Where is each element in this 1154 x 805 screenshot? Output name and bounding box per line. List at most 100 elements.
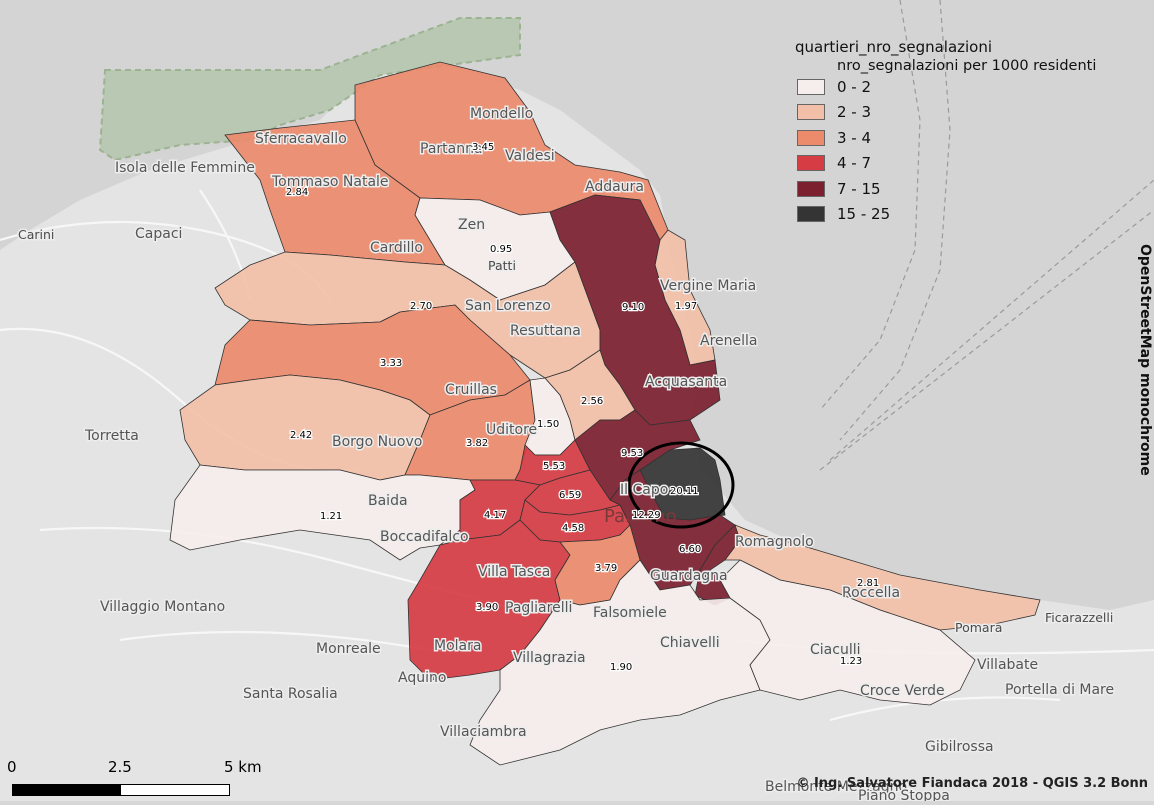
place-label: Torretta <box>84 428 139 444</box>
place-label: Valdesi <box>505 148 555 164</box>
value-label-resuttana: 2.70 <box>410 301 432 312</box>
place-label: Monreale <box>316 641 381 657</box>
scale-label: 5 km <box>224 758 262 776</box>
place-label: Pagliarelli <box>505 600 572 616</box>
place-label: Villa Tasca <box>478 564 550 580</box>
place-label: Belmonte Mezzagno <box>765 779 907 795</box>
district-ciaculli[interactable] <box>719 559 976 706</box>
place-labels: Isola delle Femmine Capaci Carini Sferra… <box>17 105 1116 805</box>
legend-swatch <box>797 129 825 146</box>
district-falsomiele[interactable] <box>469 559 771 766</box>
highlight-circle <box>627 441 735 529</box>
place-label: Baida <box>368 493 408 509</box>
legend-swatch <box>797 180 825 197</box>
place-label: Patti <box>488 258 516 273</box>
place-label: Romagnolo <box>735 534 814 550</box>
place-label: Piano Stoppa <box>858 788 950 801</box>
district-polygons <box>169 61 1041 766</box>
legend-subtitle: nro_segnalazioni per 1000 residenti <box>837 58 1097 74</box>
legend-swatch <box>797 155 825 172</box>
place-label: Carini <box>18 227 54 242</box>
place-label: Chiavelli <box>660 635 720 651</box>
place-label: Guardagna <box>650 568 728 584</box>
place-label: Vergine Maria <box>660 278 756 294</box>
district-acquasanta[interactable] <box>549 194 721 426</box>
place-label: Isola delle Femmine <box>115 160 255 176</box>
legend-item: 2 - 3 <box>797 100 1096 126</box>
shipping-lanes <box>819 0 1154 471</box>
value-label-noce: 1.50 <box>537 419 559 430</box>
place-label: Cruillas <box>445 382 497 398</box>
place-label: Tommaso Natale <box>271 174 389 190</box>
value-label-zen: 0.95 <box>490 244 512 255</box>
value-label-falsomiele: 1.90 <box>610 662 632 673</box>
value-label-cruillas: 3.33 <box>380 358 402 369</box>
legend-label: 4 - 7 <box>837 154 872 173</box>
value-label-cuba: 6.59 <box>559 490 581 501</box>
value-label-brancaccio: 6.60 <box>679 544 701 555</box>
legend-label: 3 - 4 <box>837 128 872 147</box>
place-label: Partanna <box>420 141 483 157</box>
value-label-romagnolo: 2.81 <box>857 578 879 589</box>
sea <box>0 0 1154 610</box>
place-label: Sferracavallo <box>255 131 347 147</box>
value-label-centro-storico: 20.11 <box>670 486 699 497</box>
value-label-palazzo-reale: 4.58 <box>562 523 584 534</box>
value-label-mondello: 3.45 <box>472 142 494 153</box>
district-romagnolo[interactable] <box>724 524 1041 631</box>
place-label: Mondello <box>470 106 533 122</box>
scale-label: 0 <box>7 758 17 776</box>
place-label: Portella di Mare <box>1005 682 1114 698</box>
place-label: Capaci <box>135 226 182 242</box>
place-label: Il Capo <box>620 482 668 498</box>
value-label-libertà: 2.56 <box>581 396 603 407</box>
place-label: Falsomiele <box>593 605 667 621</box>
place-label: Resuttana <box>510 323 581 339</box>
place-label: Zen <box>458 217 485 233</box>
value-label-boccadifalco: 1.21 <box>320 511 342 522</box>
basemap-credit: OpenStreetMap monochrome <box>1137 244 1153 476</box>
value-label-villa-tasca: 3.90 <box>476 602 498 613</box>
legend-item: 4 - 7 <box>797 151 1096 177</box>
place-label: Ficarazzelli <box>1045 610 1113 625</box>
value-label-borgo-nuovo: 2.42 <box>290 430 312 441</box>
legend-title: quartieri_nro_segnalazioni <box>795 38 993 56</box>
value-label-arenella: 1.97 <box>675 301 697 312</box>
value-label-ciaculli: 1.23 <box>840 656 862 667</box>
scale-segment-dark <box>12 784 121 796</box>
place-label: Roccella <box>842 585 900 601</box>
place-label: Boccadifalco <box>380 529 469 545</box>
place-label: Villagrazia <box>513 650 586 666</box>
value-label-zisa: 5.53 <box>543 461 565 472</box>
place-label: Aquino <box>398 670 446 686</box>
place-label: Villaciambra <box>440 724 527 740</box>
place-label: Acquasanta <box>645 374 727 390</box>
legend-item: 0 - 2 <box>797 74 1096 100</box>
value-label-politeama: 9.53 <box>621 448 643 459</box>
place-label: Arenella <box>700 333 757 349</box>
value-labels: 3.45 2.84 0.95 1.97 2.70 3.33 9.10 2.42 … <box>285 141 881 675</box>
legend-label: 2 - 3 <box>837 103 872 122</box>
value-label-tommaso-natale: 2.84 <box>286 187 308 198</box>
legend-swatch <box>797 78 825 95</box>
place-label: Villabate <box>977 657 1038 673</box>
place-label: Pomara <box>955 620 1002 635</box>
place-label: Villaggio Montano <box>100 599 225 615</box>
value-label-oreto: 12.29 <box>632 510 661 521</box>
protected-area <box>98 17 521 162</box>
legend-label: 7 - 15 <box>837 179 881 198</box>
legend-label: 15 - 25 <box>837 205 891 224</box>
legend-item: 3 - 4 <box>797 125 1096 151</box>
value-label-uditore: 3.82 <box>466 438 488 449</box>
legend-item: 15 - 25 <box>797 202 1096 228</box>
legend-item: 7 - 15 <box>797 176 1096 202</box>
scale-label: 2.5 <box>108 758 132 776</box>
legend-swatch <box>797 104 825 121</box>
value-label-acquasanta: 9.10 <box>622 302 644 313</box>
legend-swatch <box>797 206 825 223</box>
place-label: Palermo <box>604 506 677 527</box>
place-label: Uditore <box>486 422 537 438</box>
place-label: Molara <box>434 638 481 654</box>
